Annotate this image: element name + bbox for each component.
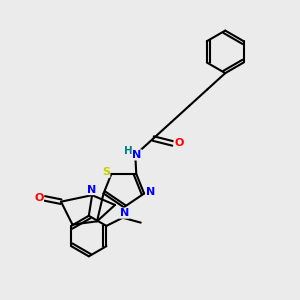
- Text: H: H: [124, 146, 133, 156]
- Text: O: O: [174, 139, 184, 148]
- Text: N: N: [88, 184, 97, 195]
- Text: N: N: [146, 187, 155, 197]
- Text: N: N: [132, 150, 142, 160]
- Text: S: S: [102, 167, 110, 177]
- Text: N: N: [119, 208, 129, 218]
- Text: O: O: [34, 194, 44, 203]
